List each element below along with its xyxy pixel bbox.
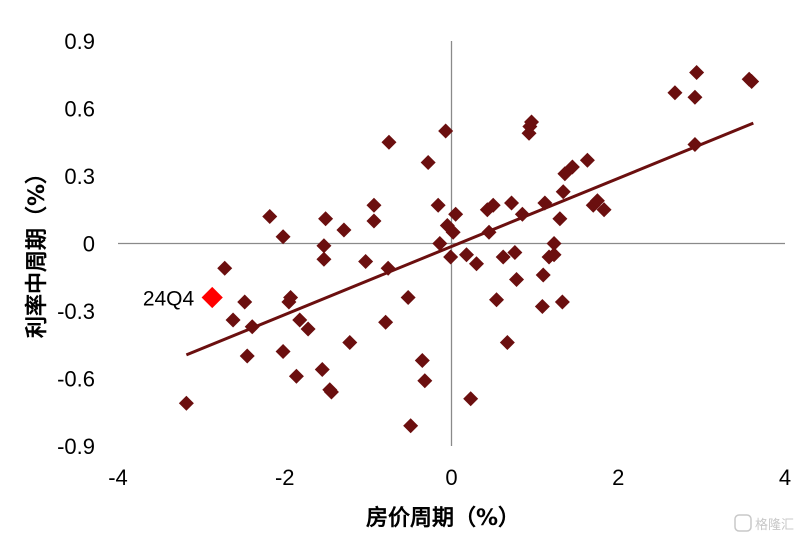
data-point	[564, 159, 580, 175]
data-point	[546, 247, 562, 263]
highlight-point-group: 24Q4	[143, 286, 223, 311]
y-tick-label: 0.6	[64, 97, 95, 122]
data-point	[509, 272, 525, 287]
data-point	[667, 85, 683, 101]
data-point	[555, 184, 571, 200]
x-axis-title: 房价周期（%）	[366, 505, 520, 531]
data-point	[495, 249, 511, 265]
y-tick-label: 0.9	[64, 29, 95, 54]
data-point	[366, 213, 382, 229]
data-point	[552, 211, 568, 227]
y-tick-label: -0.6	[57, 367, 95, 392]
data-point	[323, 384, 339, 400]
data-point	[504, 195, 520, 211]
data-point	[514, 206, 530, 222]
data-point	[300, 321, 316, 337]
trendline	[185, 121, 754, 357]
data-point	[438, 123, 454, 139]
data-point	[400, 290, 416, 305]
data-point	[237, 294, 253, 310]
data-point	[366, 197, 382, 213]
x-tick-label: 4	[779, 465, 791, 490]
highlight-marker	[201, 286, 223, 309]
data-point	[275, 229, 291, 245]
x-tick-label: 0	[445, 465, 457, 490]
y-axis-title: 利率中周期（%）	[24, 162, 50, 338]
x-tick-label: -2	[275, 465, 295, 490]
data-point	[288, 368, 304, 384]
data-point	[358, 254, 374, 269]
data-point	[414, 353, 430, 368]
axes	[118, 41, 785, 446]
data-point	[239, 348, 255, 364]
data-point	[489, 292, 505, 308]
watermark: 格隆汇	[734, 514, 794, 533]
y-tick-label: -0.3	[57, 299, 95, 324]
data-point	[469, 256, 485, 272]
y-tick-label: 0	[83, 232, 95, 257]
x-tick-label: 2	[612, 465, 624, 490]
data-point	[283, 290, 299, 305]
data-points	[178, 65, 760, 434]
data-point	[459, 247, 475, 263]
data-point	[463, 391, 479, 407]
data-point	[381, 134, 397, 150]
data-point	[420, 155, 436, 170]
data-point	[546, 236, 562, 251]
data-point	[244, 319, 260, 335]
data-point	[314, 362, 330, 377]
data-point	[225, 312, 241, 328]
y-tick-labels: 0.9 0.6 0.3 0 -0.3 -0.6 -0.9	[57, 29, 95, 459]
data-point	[445, 224, 461, 240]
data-point	[217, 260, 233, 276]
data-point	[596, 202, 612, 218]
data-point	[689, 65, 705, 80]
data-point	[262, 209, 278, 224]
data-point	[744, 74, 760, 89]
data-point	[687, 89, 703, 105]
data-point	[687, 137, 703, 152]
watermark-text: 格隆汇	[755, 517, 794, 533]
data-point	[275, 344, 291, 359]
data-point	[342, 335, 358, 350]
data-point	[380, 260, 396, 276]
x-tick-label: -4	[108, 465, 128, 490]
data-point	[535, 267, 551, 283]
x-tick-labels: -4 -2 0 2 4	[108, 465, 791, 490]
data-point	[589, 193, 605, 209]
data-point	[316, 238, 332, 254]
data-point	[537, 195, 553, 211]
y-tick-label: 0.3	[64, 164, 95, 189]
data-point	[178, 395, 194, 411]
data-point	[443, 249, 459, 265]
data-point	[554, 294, 570, 310]
data-point	[417, 373, 433, 389]
data-point	[579, 152, 595, 168]
y-tick-label: -0.9	[57, 434, 95, 459]
highlight-label: 24Q4	[143, 288, 195, 311]
data-point	[485, 197, 501, 213]
data-point	[432, 236, 448, 251]
data-point	[534, 299, 550, 314]
data-point	[403, 418, 419, 434]
data-point	[318, 211, 334, 227]
data-point	[336, 222, 352, 238]
data-point	[448, 206, 464, 222]
data-point	[378, 314, 394, 330]
data-point	[430, 197, 446, 213]
data-point	[292, 312, 308, 328]
data-point	[316, 251, 332, 267]
data-point	[481, 224, 497, 240]
data-point	[499, 335, 515, 350]
watermark-logo-icon	[734, 514, 752, 532]
